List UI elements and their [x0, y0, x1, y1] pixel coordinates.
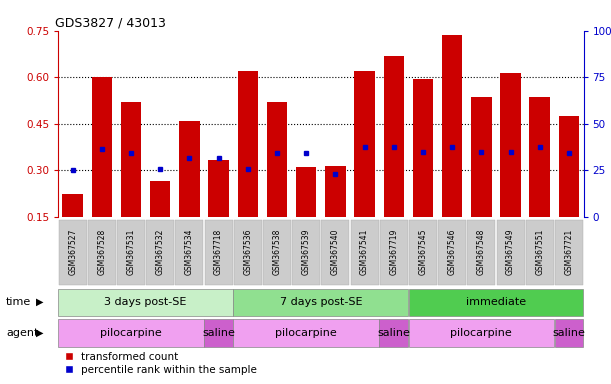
Bar — [204, 319, 233, 347]
Bar — [555, 220, 583, 285]
Text: GSM367718: GSM367718 — [214, 229, 223, 275]
Bar — [146, 220, 174, 285]
Bar — [234, 220, 262, 285]
Text: saline: saline — [378, 328, 410, 338]
Bar — [88, 220, 116, 285]
Text: GSM367549: GSM367549 — [506, 229, 515, 275]
Bar — [175, 220, 203, 285]
Bar — [558, 116, 579, 217]
Bar — [117, 220, 145, 285]
Bar — [208, 159, 229, 217]
Text: immediate: immediate — [466, 297, 526, 308]
Text: GSM367539: GSM367539 — [302, 229, 310, 275]
Text: GSM367548: GSM367548 — [477, 229, 486, 275]
Text: GSM367721: GSM367721 — [565, 229, 573, 275]
Text: GSM367534: GSM367534 — [185, 229, 194, 275]
Bar — [467, 220, 496, 285]
Bar — [555, 319, 584, 347]
Bar — [121, 102, 141, 217]
Bar — [500, 73, 521, 217]
Text: GSM367541: GSM367541 — [360, 229, 369, 275]
Bar — [321, 220, 349, 285]
Legend: transformed count, percentile rank within the sample: transformed count, percentile rank withi… — [60, 348, 261, 379]
Bar — [384, 56, 404, 217]
Bar — [351, 220, 379, 285]
Text: pilocarpine: pilocarpine — [276, 328, 337, 338]
Text: GDS3827 / 43013: GDS3827 / 43013 — [56, 17, 166, 30]
Text: ▶: ▶ — [36, 328, 43, 338]
Bar — [233, 289, 408, 316]
Bar — [179, 121, 200, 217]
Bar — [59, 220, 87, 285]
Bar — [409, 289, 584, 316]
Text: GSM367527: GSM367527 — [68, 229, 77, 275]
Text: saline: saline — [202, 328, 235, 338]
Bar — [497, 220, 524, 285]
Bar — [354, 71, 375, 217]
Text: ▶: ▶ — [36, 297, 43, 307]
Bar — [58, 289, 233, 316]
Bar — [205, 220, 233, 285]
Text: GSM367531: GSM367531 — [126, 229, 136, 275]
Text: GSM367719: GSM367719 — [389, 229, 398, 275]
Text: agent: agent — [6, 328, 38, 338]
Bar — [238, 71, 258, 217]
Text: pilocarpine: pilocarpine — [450, 328, 512, 338]
Bar — [409, 220, 437, 285]
Bar — [380, 220, 408, 285]
Bar — [263, 220, 291, 285]
Bar — [292, 220, 320, 285]
Bar — [413, 79, 433, 217]
Bar — [379, 319, 408, 347]
Bar — [92, 77, 112, 217]
Bar — [233, 319, 379, 347]
Bar — [471, 98, 492, 217]
Text: pilocarpine: pilocarpine — [100, 328, 162, 338]
Text: GSM367532: GSM367532 — [156, 229, 165, 275]
Text: GSM367545: GSM367545 — [419, 229, 428, 275]
Bar — [525, 220, 554, 285]
Bar — [296, 167, 316, 217]
Text: GSM367551: GSM367551 — [535, 229, 544, 275]
Bar — [267, 102, 287, 217]
Text: GSM367536: GSM367536 — [243, 229, 252, 275]
Text: GSM367538: GSM367538 — [273, 229, 282, 275]
Text: GSM367528: GSM367528 — [97, 229, 106, 275]
Bar — [58, 319, 203, 347]
Bar — [409, 319, 554, 347]
Text: time: time — [6, 297, 31, 307]
Text: 7 days post-SE: 7 days post-SE — [279, 297, 362, 308]
Bar — [438, 220, 466, 285]
Text: 3 days post-SE: 3 days post-SE — [104, 297, 187, 308]
Text: GSM367540: GSM367540 — [331, 229, 340, 275]
Text: saline: saline — [552, 328, 585, 338]
Text: GSM367546: GSM367546 — [448, 229, 456, 275]
Bar — [150, 181, 170, 217]
Bar — [62, 194, 83, 217]
Bar — [442, 35, 463, 217]
Bar — [325, 166, 346, 217]
Bar — [530, 98, 550, 217]
